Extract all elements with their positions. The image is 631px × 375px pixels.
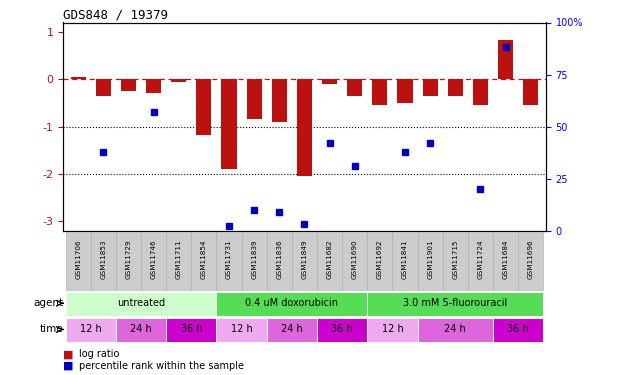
Bar	[171, 79, 186, 82]
Bar	[221, 79, 237, 169]
Text: 12 h: 12 h	[382, 324, 403, 334]
Text: 0.4 uM doxorubicin: 0.4 uM doxorubicin	[245, 298, 338, 308]
Text: GSM11706: GSM11706	[75, 240, 81, 279]
Text: 24 h: 24 h	[281, 324, 303, 334]
Bar	[297, 79, 312, 176]
Bar	[448, 79, 463, 96]
Text: GSM11841: GSM11841	[402, 240, 408, 279]
Bar	[498, 40, 513, 79]
Text: log ratio: log ratio	[79, 350, 119, 359]
Bar	[423, 79, 438, 96]
Bar	[523, 79, 538, 105]
Text: GSM11836: GSM11836	[276, 240, 282, 279]
Bar	[398, 79, 413, 103]
Text: GDS848 / 19379: GDS848 / 19379	[63, 8, 168, 21]
Bar	[493, 231, 518, 291]
Bar	[267, 318, 317, 342]
Text: 24 h: 24 h	[444, 324, 466, 334]
Bar	[518, 231, 543, 291]
Bar	[317, 318, 367, 342]
Bar	[96, 79, 111, 96]
Text: 12 h: 12 h	[80, 324, 102, 334]
Text: agent: agent	[33, 298, 64, 308]
Text: GSM11684: GSM11684	[502, 240, 509, 279]
Bar	[342, 231, 367, 291]
Text: GSM11849: GSM11849	[302, 240, 307, 279]
Text: GSM11839: GSM11839	[251, 240, 257, 279]
Bar	[418, 231, 443, 291]
Text: time: time	[40, 324, 64, 334]
Bar	[116, 231, 141, 291]
Bar	[372, 79, 387, 105]
Text: GSM11715: GSM11715	[452, 240, 458, 279]
Text: 24 h: 24 h	[130, 324, 152, 334]
Bar	[196, 79, 211, 135]
Text: GSM11746: GSM11746	[151, 240, 156, 279]
Text: 36 h: 36 h	[331, 324, 353, 334]
Text: GSM11724: GSM11724	[478, 240, 483, 279]
Text: percentile rank within the sample: percentile rank within the sample	[79, 361, 244, 370]
Text: GSM11692: GSM11692	[377, 240, 383, 279]
Text: GSM11729: GSM11729	[126, 240, 131, 279]
Bar	[367, 231, 392, 291]
Bar	[392, 231, 418, 291]
Text: GSM11731: GSM11731	[226, 240, 232, 279]
Bar	[272, 79, 287, 122]
Text: GSM11711: GSM11711	[176, 240, 182, 279]
Bar	[166, 231, 191, 291]
Bar	[418, 318, 493, 342]
Text: GSM11854: GSM11854	[201, 240, 207, 279]
Bar	[292, 231, 317, 291]
Text: 12 h: 12 h	[231, 324, 252, 334]
Bar	[267, 231, 292, 291]
Text: untreated: untreated	[117, 298, 165, 308]
Bar	[66, 231, 91, 291]
Bar	[216, 292, 367, 316]
Bar	[116, 318, 166, 342]
Bar	[347, 79, 362, 96]
Text: GSM11682: GSM11682	[327, 240, 333, 279]
Text: ■: ■	[63, 350, 74, 359]
Text: 36 h: 36 h	[507, 324, 529, 334]
Text: GSM11901: GSM11901	[427, 240, 433, 279]
Bar	[443, 231, 468, 291]
Bar	[216, 231, 242, 291]
Text: GSM11696: GSM11696	[528, 240, 534, 279]
Bar	[367, 292, 543, 316]
Bar	[493, 318, 543, 342]
Bar	[71, 77, 86, 79]
Bar	[66, 292, 216, 316]
Bar	[66, 318, 116, 342]
Bar	[141, 231, 166, 291]
Bar	[468, 231, 493, 291]
Bar	[242, 231, 267, 291]
Text: 3.0 mM 5-fluorouracil: 3.0 mM 5-fluorouracil	[403, 298, 507, 308]
Bar	[191, 231, 216, 291]
Bar	[473, 79, 488, 105]
Bar	[322, 79, 337, 84]
Bar	[367, 318, 418, 342]
Bar	[216, 318, 267, 342]
Text: GSM11690: GSM11690	[351, 240, 358, 279]
Bar	[121, 79, 136, 91]
Bar	[166, 318, 216, 342]
Text: GSM11853: GSM11853	[100, 240, 107, 279]
Bar	[317, 231, 342, 291]
Text: ■: ■	[63, 361, 74, 370]
Bar	[91, 231, 116, 291]
Text: 36 h: 36 h	[180, 324, 202, 334]
Bar	[146, 79, 161, 93]
Bar	[247, 79, 262, 120]
